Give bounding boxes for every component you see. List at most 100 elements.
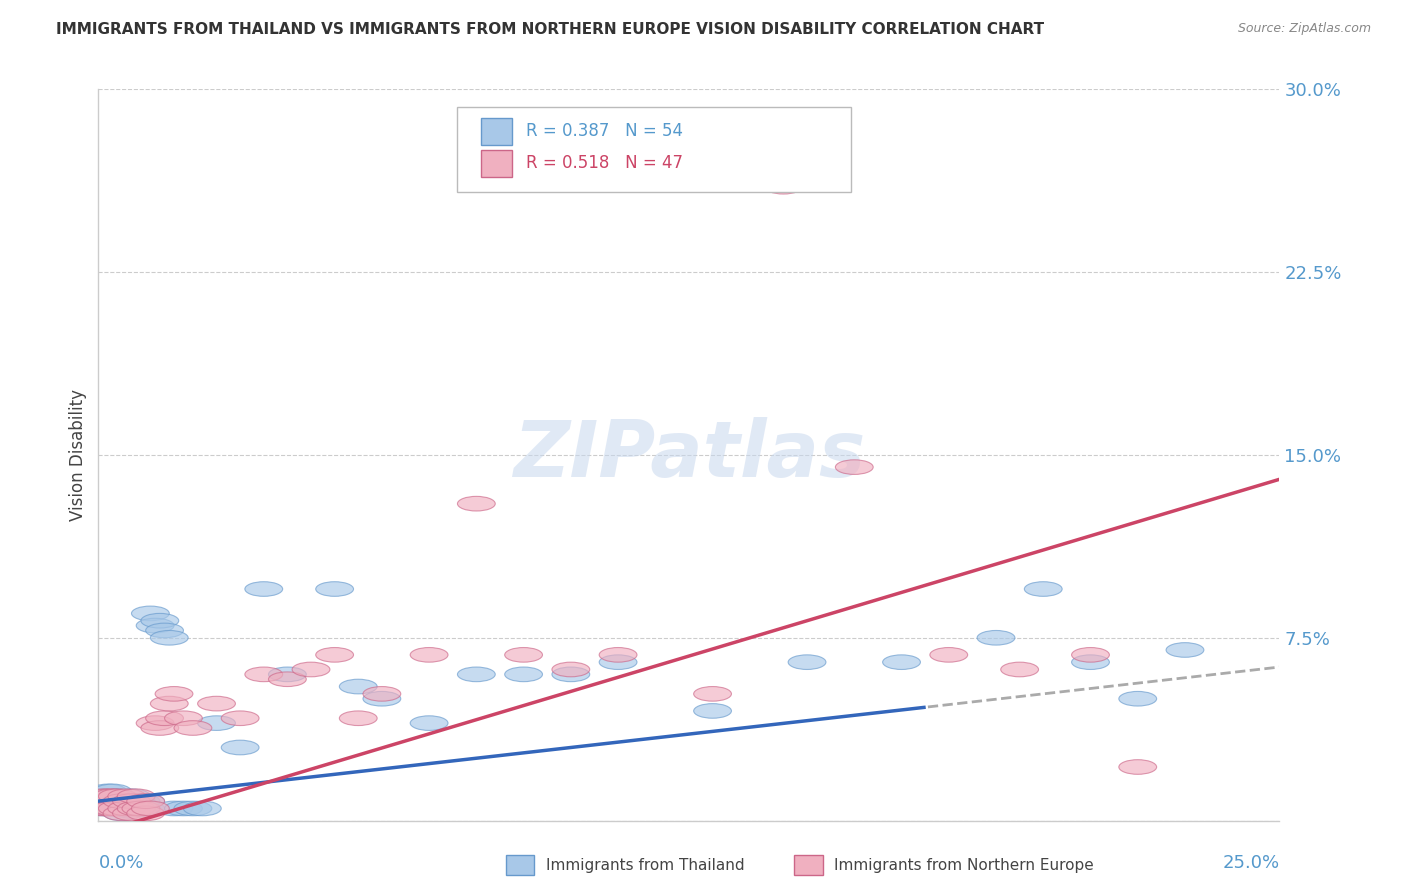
Ellipse shape — [84, 789, 122, 804]
Ellipse shape — [94, 801, 132, 816]
Ellipse shape — [108, 794, 146, 808]
Ellipse shape — [103, 806, 141, 821]
Ellipse shape — [150, 631, 188, 645]
Ellipse shape — [89, 794, 127, 808]
Ellipse shape — [977, 631, 1015, 645]
Ellipse shape — [316, 648, 353, 662]
Ellipse shape — [316, 582, 353, 597]
Ellipse shape — [84, 801, 122, 816]
Ellipse shape — [505, 667, 543, 681]
Ellipse shape — [136, 715, 174, 731]
Ellipse shape — [245, 582, 283, 597]
Text: Immigrants from Northern Europe: Immigrants from Northern Europe — [834, 858, 1094, 872]
Ellipse shape — [127, 806, 165, 821]
Ellipse shape — [789, 655, 825, 670]
Ellipse shape — [929, 648, 967, 662]
Ellipse shape — [117, 794, 155, 808]
Ellipse shape — [221, 740, 259, 755]
Ellipse shape — [141, 721, 179, 735]
Ellipse shape — [457, 496, 495, 511]
Ellipse shape — [1071, 655, 1109, 670]
Ellipse shape — [1119, 760, 1157, 774]
Ellipse shape — [269, 667, 307, 681]
Ellipse shape — [198, 697, 235, 711]
Y-axis label: Vision Disability: Vision Disability — [69, 389, 87, 521]
Ellipse shape — [883, 655, 921, 670]
Ellipse shape — [117, 801, 155, 816]
Ellipse shape — [693, 687, 731, 701]
Ellipse shape — [112, 794, 150, 808]
Ellipse shape — [553, 667, 589, 681]
Ellipse shape — [146, 711, 183, 725]
Text: R = 0.387   N = 54: R = 0.387 N = 54 — [526, 122, 683, 140]
Ellipse shape — [1166, 642, 1204, 657]
Text: Immigrants from Thailand: Immigrants from Thailand — [546, 858, 744, 872]
Ellipse shape — [292, 662, 330, 677]
Ellipse shape — [89, 801, 127, 816]
Ellipse shape — [1001, 662, 1039, 677]
Ellipse shape — [221, 711, 259, 725]
Ellipse shape — [98, 801, 136, 816]
Ellipse shape — [174, 801, 212, 816]
Ellipse shape — [108, 801, 146, 816]
Ellipse shape — [155, 687, 193, 701]
Text: 0.0%: 0.0% — [98, 854, 143, 871]
Text: Source: ZipAtlas.com: Source: ZipAtlas.com — [1237, 22, 1371, 36]
Ellipse shape — [98, 789, 136, 804]
Ellipse shape — [553, 662, 589, 677]
Ellipse shape — [269, 672, 307, 687]
Ellipse shape — [505, 648, 543, 662]
Ellipse shape — [127, 794, 165, 808]
Ellipse shape — [94, 794, 132, 808]
Ellipse shape — [693, 704, 731, 718]
Ellipse shape — [363, 687, 401, 701]
Ellipse shape — [457, 667, 495, 681]
Ellipse shape — [117, 789, 155, 804]
Ellipse shape — [599, 648, 637, 662]
Ellipse shape — [198, 715, 235, 731]
Ellipse shape — [122, 801, 160, 816]
Ellipse shape — [765, 179, 803, 194]
Ellipse shape — [245, 667, 283, 681]
Ellipse shape — [84, 789, 122, 804]
Ellipse shape — [150, 697, 188, 711]
Ellipse shape — [599, 655, 637, 670]
Ellipse shape — [165, 711, 202, 725]
Ellipse shape — [103, 791, 141, 806]
Ellipse shape — [411, 715, 449, 731]
Ellipse shape — [411, 648, 449, 662]
Ellipse shape — [363, 691, 401, 706]
Ellipse shape — [98, 801, 136, 816]
Text: 25.0%: 25.0% — [1222, 854, 1279, 871]
Ellipse shape — [112, 789, 150, 804]
Ellipse shape — [183, 801, 221, 816]
Ellipse shape — [122, 801, 160, 816]
Ellipse shape — [94, 801, 132, 816]
Ellipse shape — [174, 721, 212, 735]
Ellipse shape — [84, 801, 122, 816]
Ellipse shape — [108, 801, 146, 816]
Ellipse shape — [127, 801, 165, 816]
Ellipse shape — [1025, 582, 1062, 597]
Ellipse shape — [136, 618, 174, 633]
Ellipse shape — [132, 606, 169, 621]
Ellipse shape — [1119, 691, 1157, 706]
Text: ZIPatlas: ZIPatlas — [513, 417, 865, 493]
Ellipse shape — [112, 797, 150, 811]
Ellipse shape — [165, 801, 202, 816]
Ellipse shape — [132, 801, 169, 816]
Ellipse shape — [94, 789, 132, 804]
Ellipse shape — [103, 794, 141, 808]
Ellipse shape — [108, 789, 146, 804]
Ellipse shape — [89, 801, 127, 816]
Ellipse shape — [141, 614, 179, 628]
Ellipse shape — [89, 789, 127, 804]
Ellipse shape — [112, 804, 150, 818]
Ellipse shape — [122, 794, 160, 808]
Ellipse shape — [339, 711, 377, 725]
Ellipse shape — [339, 679, 377, 694]
Ellipse shape — [98, 797, 136, 811]
Ellipse shape — [155, 801, 193, 816]
Ellipse shape — [127, 794, 165, 808]
Ellipse shape — [146, 624, 183, 638]
